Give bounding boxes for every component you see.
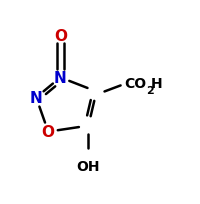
Text: 2: 2 [145, 86, 153, 96]
Text: O: O [54, 29, 66, 43]
Text: CO: CO [124, 77, 146, 91]
Text: N: N [54, 71, 66, 85]
Text: O: O [42, 124, 54, 140]
Text: N: N [30, 91, 42, 105]
Text: OH: OH [76, 159, 100, 173]
Text: H: H [150, 77, 162, 91]
